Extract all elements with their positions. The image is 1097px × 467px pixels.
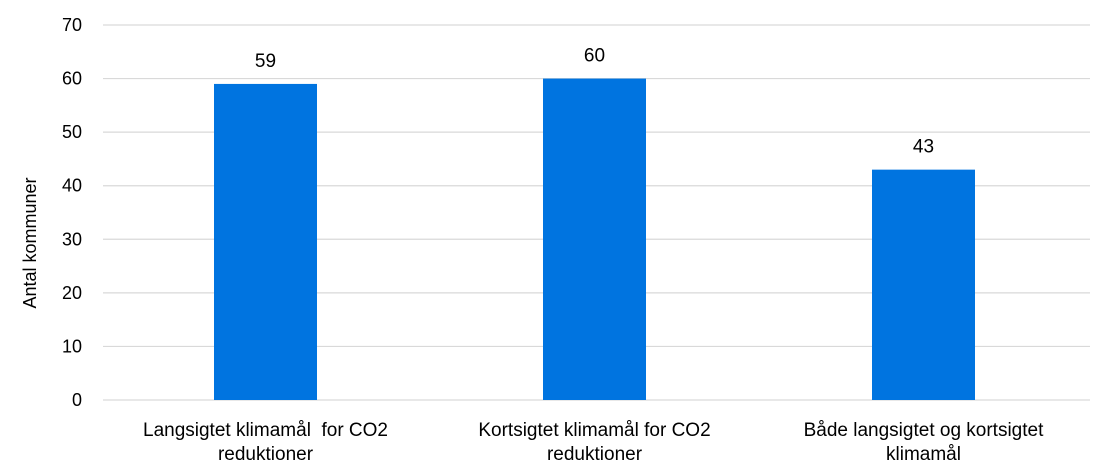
x-category-label: Både langsigtet og kortsigtet (804, 420, 1044, 441)
bars (214, 78, 975, 401)
bar (214, 83, 317, 400)
bar (543, 78, 646, 401)
y-axis-title: Antal kommuner (20, 177, 40, 308)
data-label: 59 (255, 51, 276, 72)
y-tick-label: 70 (62, 15, 82, 35)
x-category-label: reduktioner (547, 444, 643, 465)
x-category-label: klimamål (886, 444, 961, 465)
y-tick-label: 50 (62, 122, 82, 142)
data-label: 43 (913, 137, 934, 158)
x-category-label: Kortsigtet klimamål for CO2 (478, 420, 710, 441)
y-tick-label: 0 (72, 390, 82, 410)
x-category-label: Langsigtet klimamål for CO2 (143, 420, 388, 441)
x-axis-categories: Langsigtet klimamål for CO2 reduktioner Ko… (143, 420, 1044, 465)
y-tick-label: 60 (62, 69, 82, 89)
y-tick-label: 20 (62, 283, 82, 303)
y-axis-ticks: 0 10 20 30 40 50 60 70 (62, 15, 82, 410)
y-tick-label: 10 (62, 336, 82, 356)
bar (872, 169, 975, 400)
y-tick-label: 30 (62, 229, 82, 249)
x-category-label: reduktioner (218, 444, 314, 465)
y-tick-label: 40 (62, 176, 82, 196)
data-label: 60 (584, 46, 605, 67)
data-labels: 59 60 43 (255, 46, 934, 158)
